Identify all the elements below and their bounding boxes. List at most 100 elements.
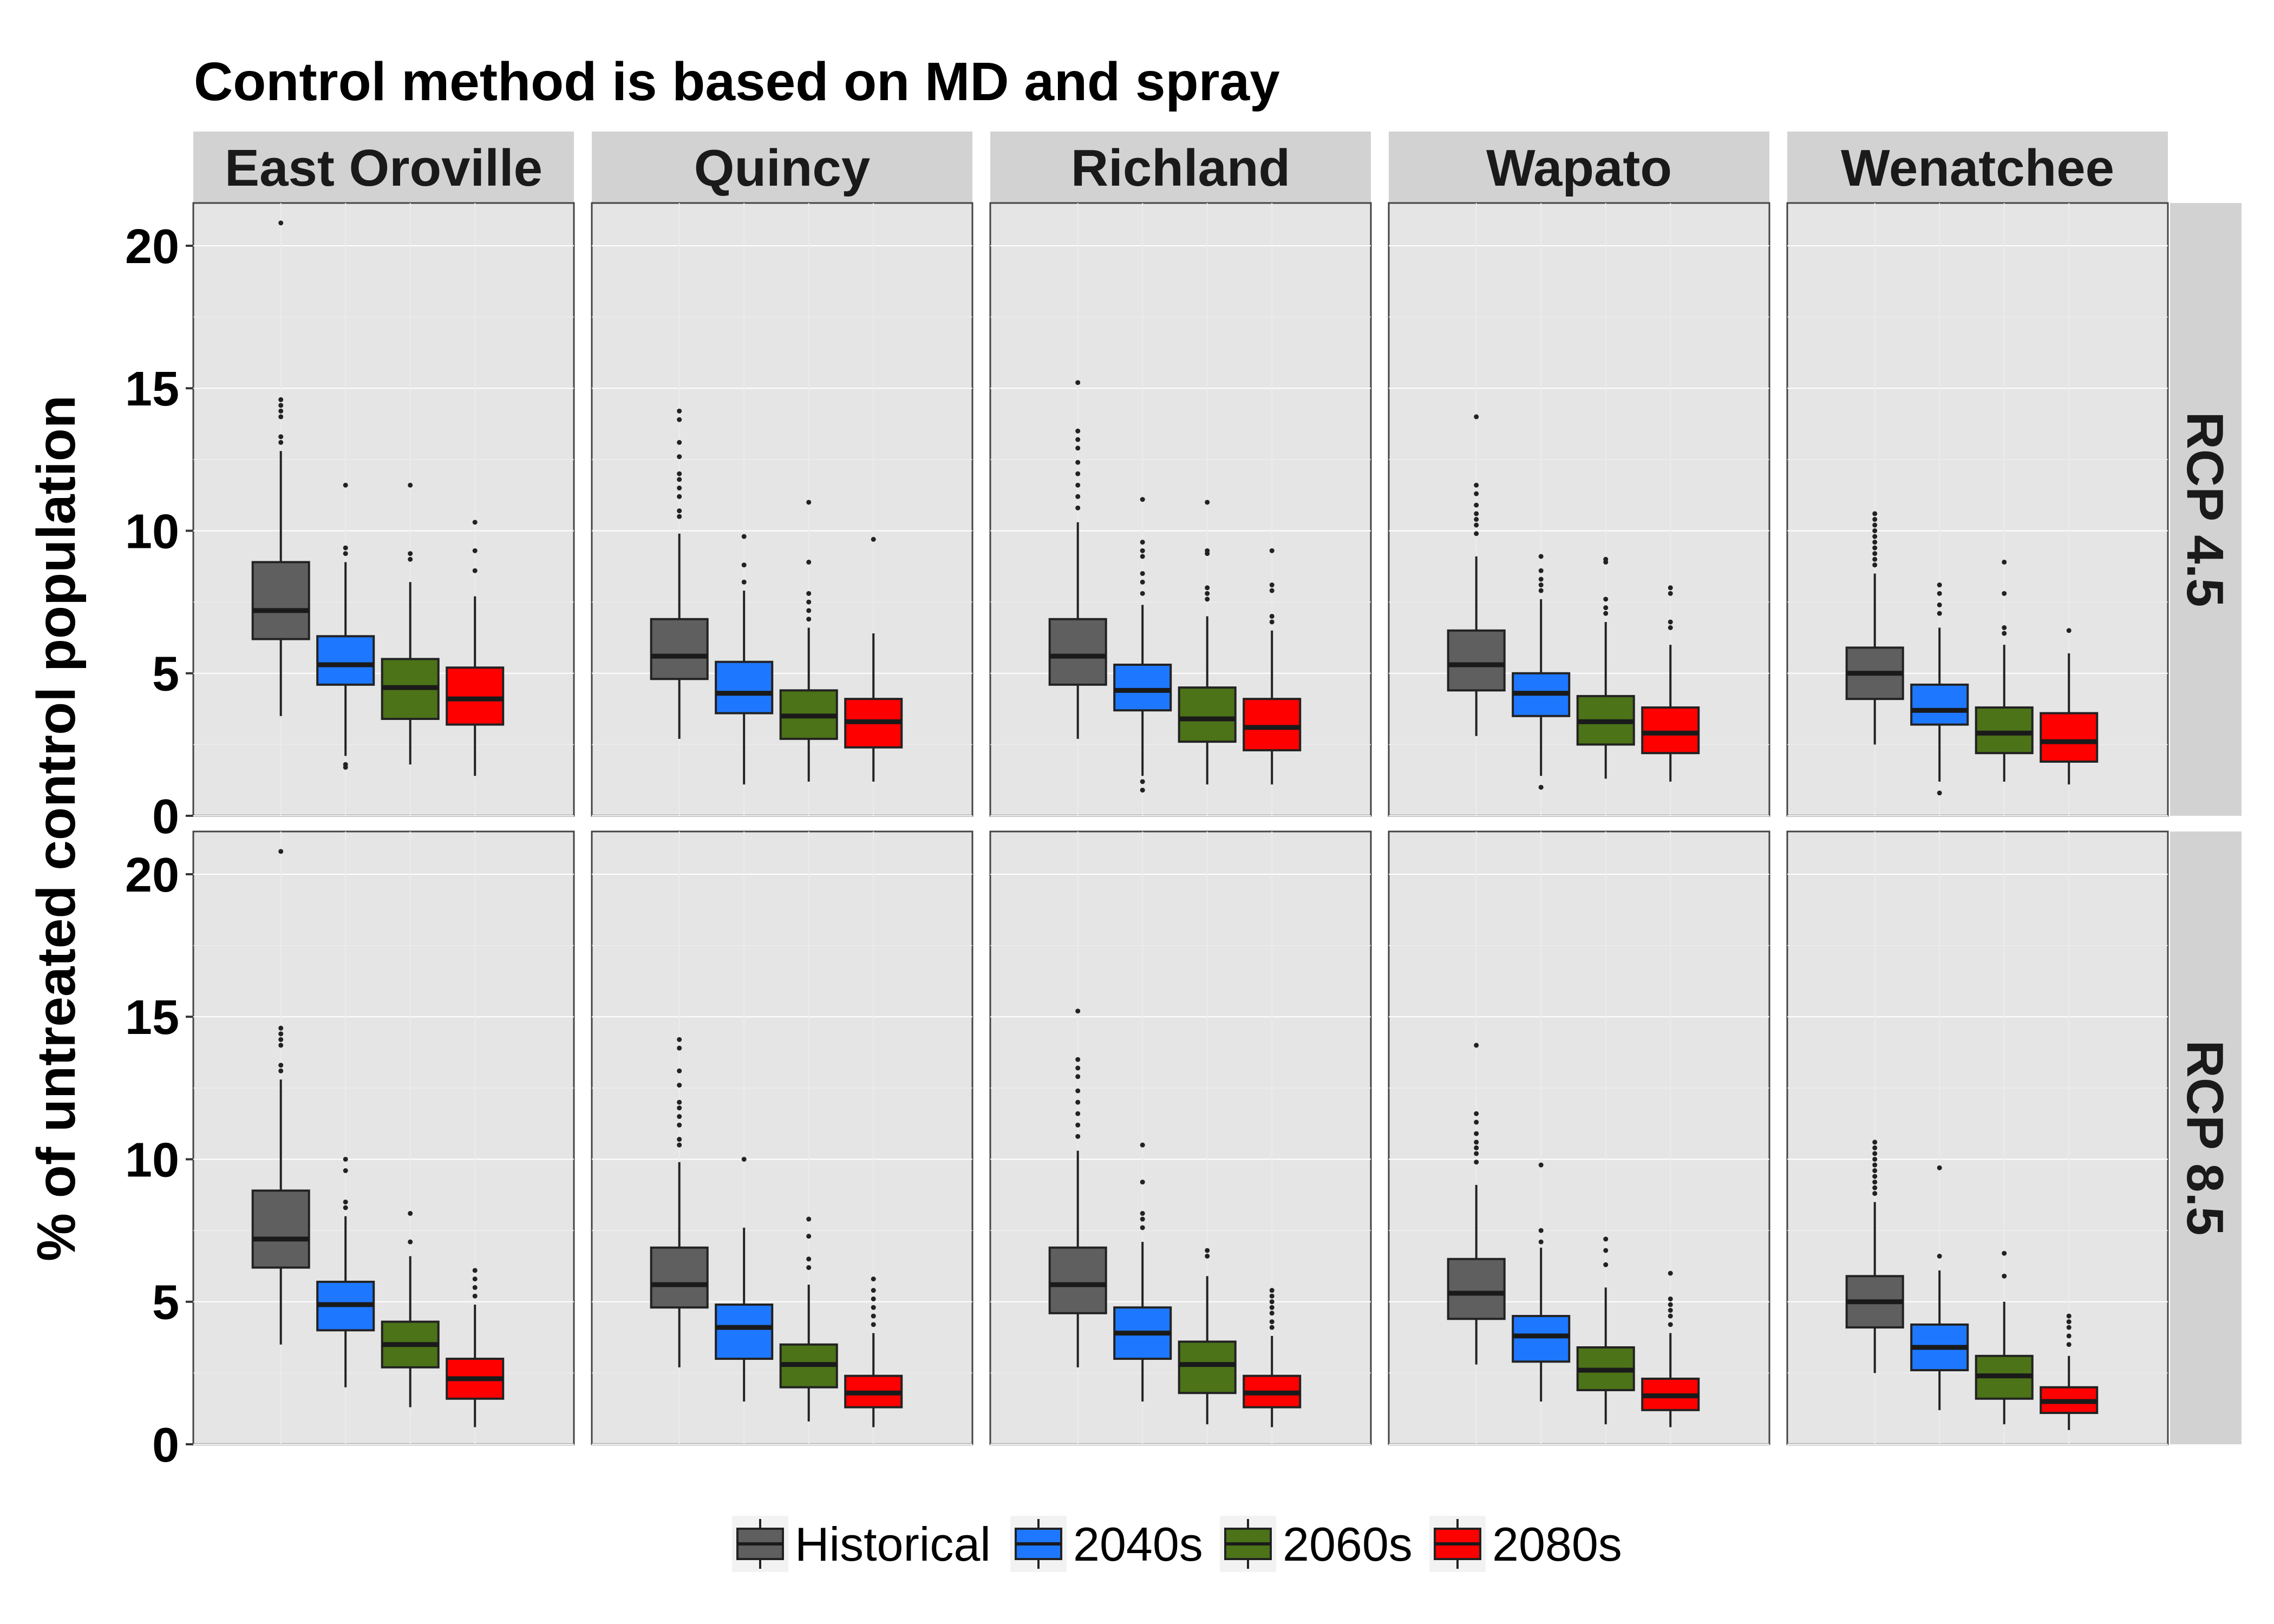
outlier-point (677, 417, 682, 422)
box-2040s (1512, 554, 1571, 790)
outlier-point (1075, 428, 1081, 434)
outlier-point (1872, 556, 1878, 562)
outlier-point (1075, 1122, 1081, 1128)
box-body (2040, 712, 2099, 763)
outlier-point (343, 1205, 348, 1210)
outlier-point (278, 1068, 284, 1073)
panel-rcp-4-5-richland (989, 202, 1372, 817)
box-body (316, 635, 375, 686)
outlier-point (278, 440, 284, 445)
outlier-point (472, 1276, 478, 1282)
outlier-point (408, 1239, 413, 1245)
facet-strip-quincy (592, 132, 972, 203)
outlier-point (1474, 516, 1479, 522)
outlier-point (806, 500, 812, 505)
box-2080s (446, 1268, 505, 1427)
outlier-point (1872, 1174, 1878, 1179)
box-2060s (1178, 1248, 1237, 1425)
outlier-point (2066, 628, 2072, 633)
outlier-point (1538, 582, 1544, 588)
panel-rcp-4-5-east-oroville (192, 202, 575, 817)
box-body (715, 660, 774, 715)
outlier-point (677, 486, 682, 491)
legend-item-2060s: 2060s (1220, 1516, 1413, 1572)
facet-panels: East Oroville Quincy Richland Wapato Wenatch… (125, 132, 2242, 1472)
outlier-point (1872, 1168, 1878, 1174)
outlier-point (1872, 562, 1878, 568)
outlier-point (1075, 471, 1081, 476)
box-2080s (2040, 1313, 2099, 1430)
box-2060s (1975, 559, 2034, 782)
box-2060s (1178, 500, 1237, 785)
box-2080s (1243, 548, 1302, 785)
box-2040s (1113, 1142, 1172, 1402)
outlier-point (1872, 1140, 1878, 1145)
outlier-point (1937, 602, 1942, 607)
outlier-point (278, 408, 284, 414)
outlier-point (1205, 500, 1210, 505)
outlier-point (1269, 1311, 1275, 1316)
outlier-point (1668, 625, 1673, 631)
outlier-point (1075, 1057, 1081, 1062)
box-2040s (715, 534, 774, 785)
box-historical (1447, 414, 1506, 736)
outlier-point (871, 1305, 876, 1310)
outlier-point (677, 1142, 682, 1148)
outlier-point (472, 1293, 478, 1299)
outlier-point (1603, 1236, 1609, 1242)
y-tick-label: 5 (152, 647, 179, 702)
outlier-point (806, 591, 812, 596)
outlier-point (677, 1068, 682, 1073)
outlier-point (1140, 1216, 1145, 1222)
panel-rcp-8-5-richland (989, 830, 1372, 1445)
outlier-point (408, 556, 413, 562)
box-2060s (779, 500, 838, 782)
box-2040s (1910, 1165, 1969, 1410)
outlier-point (472, 1268, 478, 1273)
outlier-point (1474, 1119, 1479, 1125)
facet-label-wenatchee: Wenatchee (1841, 139, 2114, 197)
outlier-point (2002, 631, 2007, 636)
legend-label: 2040s (1073, 1517, 1203, 1571)
box-body (650, 618, 709, 680)
outlier-point (1872, 1180, 1878, 1185)
outlier-point (1474, 531, 1479, 536)
outlier-point (677, 1137, 682, 1142)
box-2040s (1113, 497, 1172, 793)
box-body (1447, 629, 1506, 692)
outlier-point (677, 1105, 682, 1111)
panel-background (1388, 830, 1770, 1445)
panel-rcp-4-5-wenatchee (1786, 202, 2169, 817)
outlier-point (1538, 568, 1544, 573)
outlier-point (1668, 1313, 1673, 1319)
y-tick-label: 20 (125, 848, 179, 902)
outlier-point (1937, 1165, 1942, 1170)
y-tick-label: 20 (125, 220, 179, 274)
box-body (251, 1189, 310, 1269)
outlier-point (1205, 548, 1210, 553)
outlier-point (1474, 1151, 1479, 1156)
outlier-point (1937, 611, 1942, 616)
outlier-point (1474, 1140, 1479, 1145)
outlier-point (2002, 591, 2007, 596)
outlier-point (1140, 1225, 1145, 1230)
outlier-point (871, 1322, 876, 1327)
outlier-point (1269, 588, 1275, 593)
outlier-point (1872, 1185, 1878, 1190)
outlier-point (1075, 1134, 1081, 1139)
outlier-point (1269, 1293, 1275, 1299)
outlier-point (278, 434, 284, 440)
outlier-point (677, 1099, 682, 1105)
y-tick-label: 0 (152, 790, 179, 844)
outlier-point (1269, 1319, 1275, 1325)
y-tick-label: 10 (125, 505, 179, 559)
outlier-point (1872, 1191, 1878, 1196)
panel-background (1786, 830, 2169, 1445)
outlier-point (1474, 1160, 1479, 1165)
outlier-point (806, 1216, 812, 1222)
outlier-point (1872, 1151, 1878, 1156)
y-tick-label: 5 (152, 1276, 179, 1330)
box-historical (251, 220, 310, 716)
outlier-point (1205, 597, 1210, 602)
